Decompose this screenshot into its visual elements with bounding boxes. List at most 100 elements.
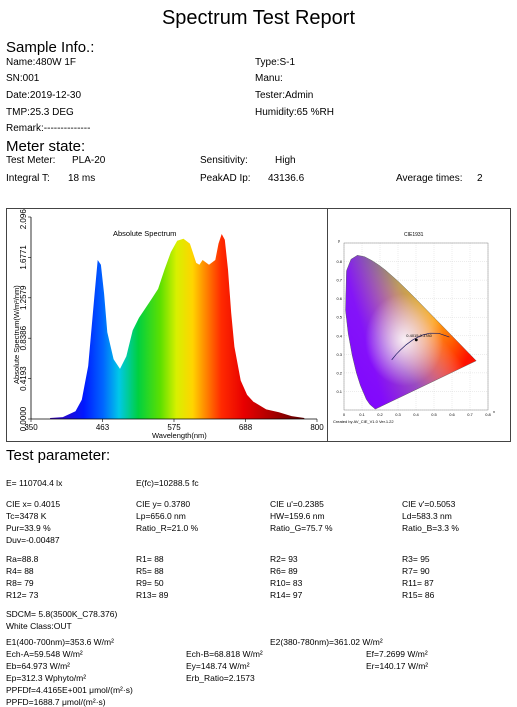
hw-value: HW=159.6 nm <box>270 511 325 521</box>
spectrum-x-tick-label: 575 <box>167 423 181 432</box>
white-class-value: White Class:OUT <box>6 621 72 631</box>
r9-value: R9= 50 <box>136 578 164 588</box>
ey-value: Ey=148.74 W/m² <box>186 661 250 671</box>
r8-value: R8= 79 <box>6 578 34 588</box>
lp-value: Lp=656.0 nm <box>136 511 186 521</box>
spectrum-y-tick-label: 1.2579 <box>19 285 28 310</box>
sample-humidity: Humidity:65 %RH <box>255 107 334 118</box>
spectrum-y-tick-label: 1.6771 <box>19 245 28 270</box>
r12-value: R12= 73 <box>6 590 39 600</box>
cie-x-tick-label: 0 <box>343 412 346 417</box>
ppfd-value: PPFD=1688.7 μmol/(m²·s) <box>6 697 106 707</box>
cie-x-tick-label: 0.2 <box>377 412 383 417</box>
sample-remark: Remark:-------------- <box>6 123 91 134</box>
cie-y-axis-label: y <box>338 238 340 243</box>
sdcm-value: SDCM= 5.8(3500K_C78.376) <box>6 609 118 619</box>
peakad-label: PeakAD Ip: <box>200 173 251 184</box>
ppfdf-value: PPFDf=4.4165E+001 μmol/(m²·s) <box>6 685 133 695</box>
planckian-locus <box>391 332 450 361</box>
cie-y-value: CIE y= 0.3780 <box>136 499 191 509</box>
spectrum-chart-title: Absolute Spectrum <box>113 229 176 238</box>
cie-plot-border <box>343 242 489 411</box>
ech-b-value: Ech-B=68.818 W/m² <box>186 649 263 659</box>
spectrum-y-axis-label: Absolute Spectrum(W/m²/nm) <box>12 285 21 384</box>
ratio-g-value: Ratio_G=75.7 % <box>270 523 333 533</box>
cie-x-tick-label: 0.7 <box>467 412 473 417</box>
eb-value: Eb=64.973 W/m² <box>6 661 71 671</box>
avg-times-label: Average times: <box>396 173 463 184</box>
cie-x-tick-label: 0.3 <box>395 412 401 417</box>
illuminance-e: E= 110704.4 lx <box>6 478 63 488</box>
cie-x-tick-label: 0.1 <box>359 412 365 417</box>
spectrum-y-tick-label: 0.8386 <box>19 325 28 350</box>
integral-value: 18 ms <box>68 173 96 184</box>
r6-value: R6= 89 <box>270 566 298 576</box>
tc-value: Tc=3478 K <box>6 511 47 521</box>
ld-value: Ld=583.3 nm <box>402 511 452 521</box>
cie-x-axis-label: x <box>493 409 495 414</box>
e2-value: E2(380-780nm)=361.02 W/m² <box>270 637 383 647</box>
r14-value: R14= 97 <box>270 590 303 600</box>
cie-y-tick-label: 0.8 <box>336 259 342 264</box>
avg-times-value: 2 <box>477 173 483 184</box>
r2-value: R2= 93 <box>270 554 298 564</box>
spectrum-x-tick-label: 688 <box>239 423 253 432</box>
spectrum-x-tick-label: 463 <box>96 423 110 432</box>
r3-value: R3= 95 <box>402 554 430 564</box>
peakad-value: 43136.6 <box>268 173 305 184</box>
ratio-r-value: Ratio_R=21.0 % <box>136 523 199 533</box>
cie-x-tick-label: 0.5 <box>431 412 437 417</box>
r13-value: R13= 89 <box>136 590 169 600</box>
pur-value: Pur=33.9 % <box>6 523 51 533</box>
cie-u-value: CIE u'=0.2385 <box>270 499 324 509</box>
r7-value: R7= 90 <box>402 566 430 576</box>
cie-chart: CIE1931 0.4015,0.3780 0 0.1 0.2 0.3 0.4 0.5 0.… <box>333 232 495 424</box>
cie-y-tick-label: 0.2 <box>336 370 342 375</box>
test-parameter-heading: Test parameter: <box>6 447 111 464</box>
sample-manu: Manu: <box>255 73 283 84</box>
cie-x-tick-label: 0.8 <box>485 412 491 417</box>
ech-a-value: Ech-A=59.548 W/m² <box>6 649 83 659</box>
spectrum-y-tick-label: 0.0000 <box>19 406 28 431</box>
cie-y-tick-label: 0.7 <box>336 278 342 283</box>
cie-gamut-white-overlay <box>345 255 477 410</box>
cie-chart-frame: CIE1931 0.4015,0.3780 0 0.1 0.2 0.3 0.4 0.5 0.… <box>327 208 511 442</box>
spectrum-y-tick-label: 2.0964 <box>19 209 28 229</box>
meter-state-heading: Meter state: <box>6 138 86 155</box>
er-value: Er=140.17 W/m² <box>366 661 429 671</box>
r11-value: R11= 87 <box>402 578 434 588</box>
cie-v-value: CIE v'=0.5053 <box>402 499 456 509</box>
spectrum-y-tick-label: 0.4193 <box>19 366 28 391</box>
duv-value: Duv=-0.00487 <box>6 535 60 545</box>
sample-date: Date:2019-12-30 <box>6 90 82 101</box>
cie-y-tick-label: 0.3 <box>336 352 342 357</box>
sample-name: Name:480W 1F <box>6 57 77 68</box>
ef-value: Ef=7.2699 W/m² <box>366 649 428 659</box>
sensitivity-value: High <box>275 155 296 166</box>
test-meter-value: PLA-20 <box>72 155 106 166</box>
test-meter-label: Test Meter: <box>6 155 56 166</box>
spectrum-chart: Absolute Spectrum Wavelength(nm) Absolut… <box>12 204 324 440</box>
spectrum-x-tick-label: 800 <box>310 423 324 432</box>
spectrum-area <box>50 234 305 419</box>
illuminance-fc: E(fc)=10288.5 fc <box>136 478 199 488</box>
cie-y-tick-label: 0.4 <box>336 333 342 338</box>
integral-label: Integral T: <box>6 173 50 184</box>
spectrum-chart-frame: Absolute Spectrum Wavelength(nm) Absolut… <box>6 204 328 442</box>
cie-measurement-point <box>414 338 418 342</box>
sample-info-heading: Sample Info.: <box>6 39 95 56</box>
sample-type: Type:S-1 <box>255 57 296 68</box>
cie-x-tick-label: 0.4 <box>413 412 419 417</box>
cie-footer: Created by AV_CIE_V1.0 Ver.1.22 <box>333 419 394 424</box>
r15-value: R15= 86 <box>402 590 435 600</box>
report-title: Spectrum Test Report <box>161 7 356 29</box>
cie-y-tick-label: 0.1 <box>336 389 342 394</box>
sample-sn: SN:001 <box>6 73 40 84</box>
sensitivity-label: Sensitivity: <box>200 155 248 166</box>
cie-x-tick-label: 0.6 <box>449 412 455 417</box>
ratio-b-value: Ratio_B=3.3 % <box>402 523 459 533</box>
erb-ratio-value: Erb_Ratio=2.1573 <box>186 673 255 683</box>
cie-point-label: 0.4015,0.3780 <box>406 333 432 338</box>
cie-chart-title: CIE1931 <box>404 232 424 238</box>
r4-value: R4= 88 <box>6 566 34 576</box>
